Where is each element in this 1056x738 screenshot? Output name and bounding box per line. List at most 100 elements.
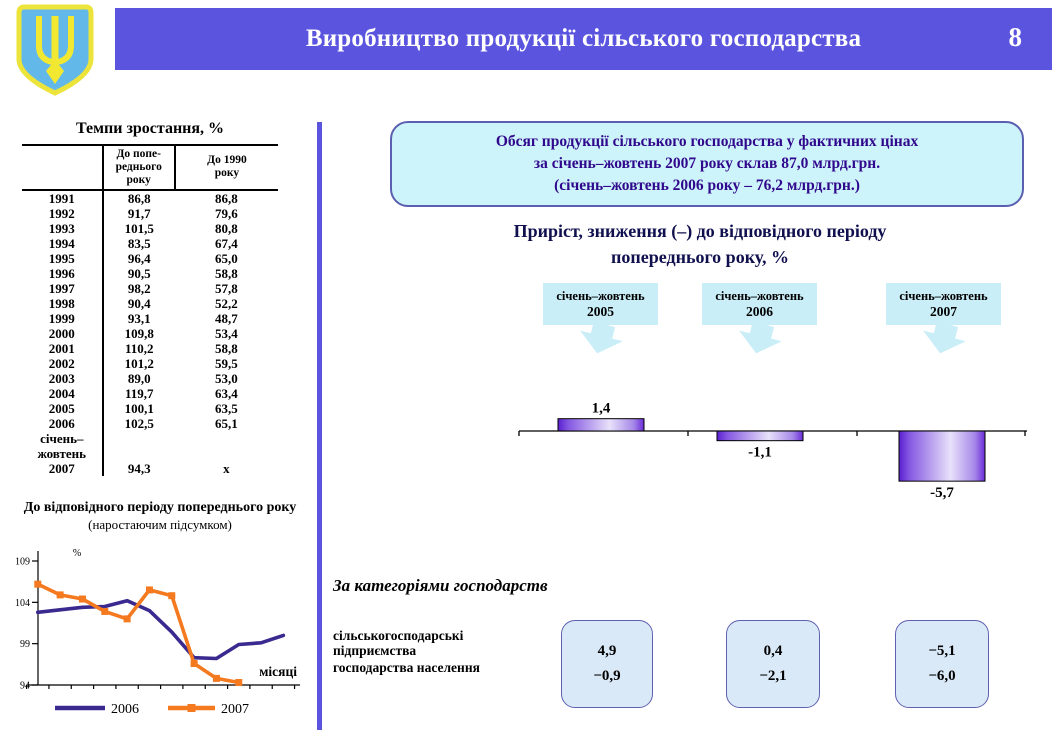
table-cell: 65,0 [215, 250, 238, 266]
table-row: 1994 83,5 67,4 [22, 235, 278, 251]
callout-period: січень–жовтень [715, 288, 804, 303]
svg-text:2006: 2006 [111, 702, 139, 717]
label-households: господарства населення [333, 660, 480, 675]
line-chart-subtitle: (наростаючим підсумком) [88, 517, 232, 532]
callout-2005: січень–жовтень 2005 [543, 283, 658, 325]
growth-bar-chart: 1,4 -1,1 -5,7 [518, 401, 1027, 501]
down-arrow-icon [923, 324, 966, 354]
svg-text:%: % [73, 548, 81, 559]
svg-text:1,4: 1,4 [592, 401, 611, 417]
callout-period: січень–жовтень [556, 288, 645, 303]
table-row: 2005 100,1 63,5 [22, 400, 278, 416]
table-cell: 58,8 [215, 265, 238, 281]
table-cell: 79,6 [215, 205, 238, 221]
table-cell: 93,1 [127, 310, 151, 326]
table-cell: 109,8 [124, 325, 154, 341]
table-row: 2002 101,2 59,5 [22, 355, 278, 371]
table-row: 1997 98,2 57,8 [22, 280, 278, 296]
growth-heading: Приріст, зниження (–) до відповідного пе… [400, 218, 1000, 270]
table-row: 2003 89,0 53,0 [22, 370, 278, 386]
info-box: Обсяг продукції сільського господарства … [390, 121, 1024, 207]
category-box-2005: 4,9 −0,9 [561, 620, 653, 708]
down-arrow-icon [739, 324, 782, 354]
bar-chart-content: 1,4 -1,1 -5,7 [518, 401, 1027, 501]
table-cell: 2005 [22, 400, 104, 416]
table-row: 1991 86,8 86,8 [22, 189, 278, 206]
svg-text:104: 104 [15, 598, 30, 609]
svg-text:94: 94 [20, 681, 30, 692]
table-cell: 59,5 [215, 355, 238, 371]
table-cell: 1995 [22, 250, 104, 266]
table-row: 2000 109,8 53,4 [22, 325, 278, 341]
enterprises-value: −5,1 [928, 643, 956, 659]
table-cell: 1996 [22, 265, 104, 281]
svg-text:99: 99 [20, 639, 30, 650]
table-cell: 2004 [22, 385, 104, 401]
households-value: −0,9 [593, 668, 621, 684]
table-cell: 2000 [22, 325, 104, 341]
info-box-line2: за січень–жовтень 2007 року склав 87,0 м… [533, 155, 881, 172]
callout-2007: січень–жовтень 2007 [886, 283, 1001, 325]
table-cell: 1999 [22, 310, 104, 326]
label-agricultural-enterprises: сільськогосподарські підприємства [333, 628, 464, 658]
page-title: Виробництво продукції сільського господа… [305, 25, 862, 52]
table-row: 1995 96,4 65,0 [22, 250, 278, 266]
table-cell: 91,7 [127, 205, 151, 221]
table-cell: 1992 [22, 205, 104, 221]
table-row: 1999 93,1 48,7 [22, 310, 278, 326]
growth-table-title: Темпи зростання, % [75, 120, 225, 137]
table-cell: 58,8 [215, 340, 238, 356]
table-cell: 65,1 [215, 415, 238, 431]
svg-text:-1,1: -1,1 [748, 445, 772, 461]
header-cell-prev-year: До попе- реднього року [102, 144, 176, 191]
table-cell: 80,8 [215, 220, 238, 236]
enterprises-value: 4,9 [597, 643, 617, 659]
table-cell: 1998 [22, 295, 104, 311]
table-cell: 52,2 [215, 295, 238, 311]
table-cell: 90,5 [127, 265, 151, 281]
table-cell: січень– жовтень 2007 [22, 430, 104, 476]
page-number: 8 [1008, 22, 1023, 52]
callout-2006: січень–жовтень 2006 [702, 283, 817, 325]
svg-text:місяці: місяці [259, 664, 297, 679]
table-cell: 90,4 [127, 295, 151, 311]
table-cell: 2002 [22, 355, 104, 371]
growth-heading-line2: попереднього року, % [610, 247, 790, 267]
info-box-line1: Обсяг продукції сільського господарства … [495, 133, 919, 150]
callout-year: 2005 [587, 303, 614, 319]
table-cell: 53,0 [215, 370, 238, 386]
callout-year: 2007 [930, 303, 957, 319]
enterprises-value: 0,4 [763, 643, 783, 659]
header-band: Виробництво продукції сільського господа… [115, 8, 1052, 70]
callout-period: січень–жовтень [899, 288, 988, 303]
table-cell: 2006 [22, 415, 104, 431]
table-cell: 1991 [22, 189, 104, 206]
table-cell: 101,5 [124, 220, 154, 236]
down-arrow-icon [580, 324, 623, 354]
table-cell: 2001 [22, 340, 104, 356]
table-cell: 94,3 [127, 460, 151, 476]
households-value: −2,1 [759, 668, 787, 684]
table-cell: 89,0 [127, 370, 151, 386]
category-box-2006: 0,4 −2,1 [726, 620, 820, 708]
header-cell-year [22, 144, 104, 191]
table-row: 1993 101,5 80,8 [22, 220, 278, 236]
table-row: 1998 90,4 52,2 [22, 295, 278, 311]
table-cell: x [223, 460, 230, 476]
categories-title: За категоріями господарств [333, 576, 548, 595]
table-cell: 2003 [22, 370, 104, 386]
table-row: січень– жовтень 2007 94,3 x [22, 430, 278, 476]
table-row: 1996 90,5 58,8 [22, 265, 278, 281]
info-box-line3: (січень–жовтень 2006 року – 76,2 млрд.гр… [554, 177, 860, 194]
svg-text:2007: 2007 [221, 702, 249, 717]
table-header-row: До попе- реднього року До 1990 року [22, 144, 278, 191]
table-cell: 48,7 [215, 310, 238, 326]
table-cell: 67,4 [215, 235, 238, 251]
table-cell: 102,5 [124, 415, 154, 431]
table-row: 2001 110,2 58,8 [22, 340, 278, 356]
table-cell: 110,2 [124, 340, 154, 356]
svg-text:109: 109 [15, 557, 30, 568]
table-cell: 86,8 [127, 190, 151, 206]
svg-text:-5,7: -5,7 [930, 485, 954, 501]
